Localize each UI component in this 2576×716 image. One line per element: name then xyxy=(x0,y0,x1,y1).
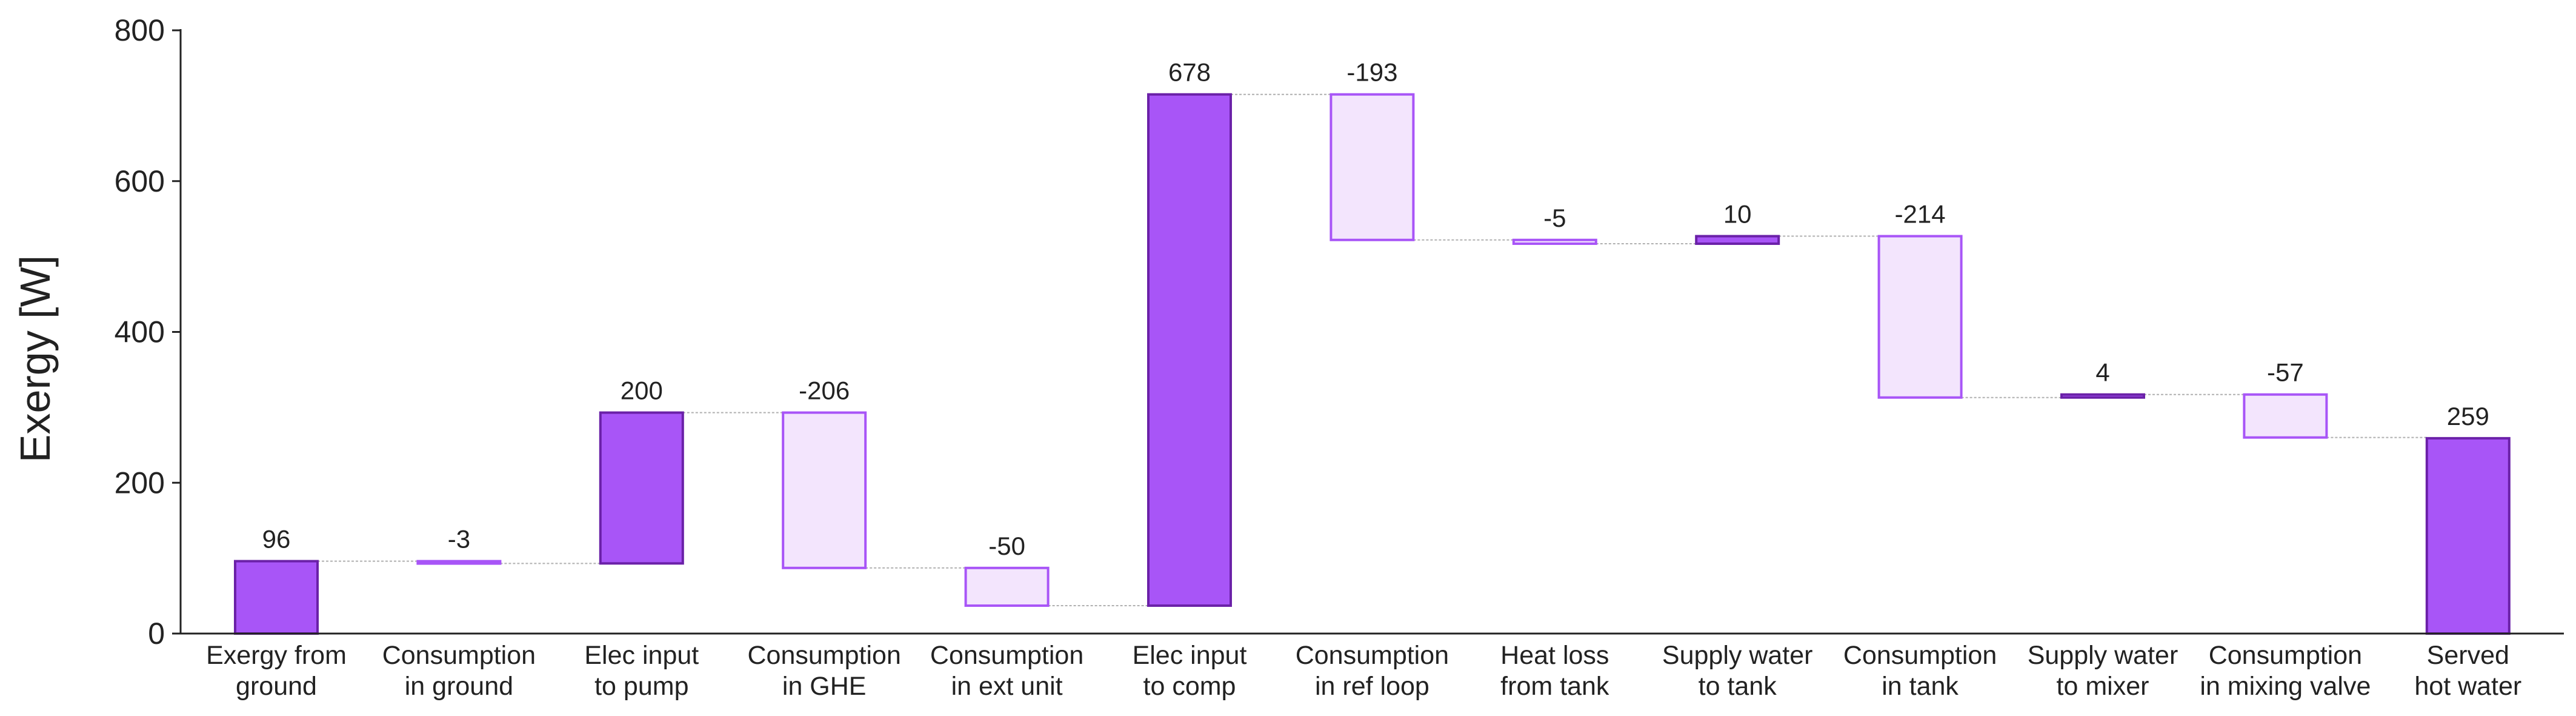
data-label-11: -57 xyxy=(2267,358,2304,387)
category-label-2-1: to pump xyxy=(594,672,688,701)
category-label-8-0: Supply water xyxy=(1662,641,1813,670)
data-label-1: -3 xyxy=(448,525,470,554)
data-label-2: 200 xyxy=(621,376,663,405)
category-label-3-0: Consumption xyxy=(748,641,901,670)
bar-1 xyxy=(416,560,502,565)
category-label-5-0: Elec input xyxy=(1133,641,1247,670)
category-label-10-0: Supply water xyxy=(2028,641,2178,670)
bar-4 xyxy=(964,566,1050,607)
bars xyxy=(234,93,2511,635)
axes: 0 200 400 600 800 xyxy=(115,13,2564,651)
category-label-0-1: ground xyxy=(236,672,317,701)
bar-3 xyxy=(782,411,867,569)
category-label-3-1: in GHE xyxy=(782,672,867,701)
bar-9 xyxy=(1877,235,1963,399)
y-tick-label-4: 800 xyxy=(115,13,165,47)
category-label-7-1: from tank xyxy=(1500,672,1609,701)
y-axis-label: Exergy [W] xyxy=(12,255,59,463)
bar-7 xyxy=(1512,238,1597,245)
bar-8 xyxy=(1695,235,1780,245)
bar-6 xyxy=(1330,93,1415,241)
data-label-8: 10 xyxy=(1723,200,1752,229)
category-label-4-1: in ext unit xyxy=(951,672,1063,701)
data-label-0: 96 xyxy=(262,525,291,554)
data-labels: 96 -3 200 -206 -50 678 -193 -5 10 -214 4 -57 259 xyxy=(262,58,2489,560)
y-tick-label-2: 400 xyxy=(115,315,165,349)
category-label-4-0: Consumption xyxy=(930,641,1083,670)
data-label-9: -214 xyxy=(1895,200,1946,229)
category-label-11-1: in mixing valve xyxy=(2200,672,2371,701)
category-label-9-1: in tank xyxy=(1882,672,1959,701)
data-label-4: -50 xyxy=(988,532,1025,560)
bar-10 xyxy=(2060,393,2145,399)
category-label-11-0: Consumption xyxy=(2209,641,2362,670)
data-label-12: 259 xyxy=(2447,402,2489,430)
data-label-5: 678 xyxy=(1168,58,1211,87)
category-label-1-1: in ground xyxy=(405,672,513,701)
data-label-7: -5 xyxy=(1543,204,1566,232)
category-label-10-1: to mixer xyxy=(2057,672,2149,701)
data-label-6: -193 xyxy=(1346,58,1397,87)
bar-0 xyxy=(234,560,319,635)
y-tick-label-1: 200 xyxy=(115,466,165,500)
y-tick-label-3: 600 xyxy=(115,164,165,198)
category-label-6-1: in ref loop xyxy=(1315,672,1429,701)
category-label-9-0: Consumption xyxy=(1843,641,1997,670)
category-label-5-1: to comp xyxy=(1143,672,1236,701)
bar-2 xyxy=(599,411,684,565)
category-label-12-1: hot water xyxy=(2414,672,2521,701)
category-label-0-0: Exergy from xyxy=(206,641,347,670)
bar-11 xyxy=(2243,393,2328,439)
y-tick-label-0: 0 xyxy=(148,617,165,651)
bar-12 xyxy=(2425,437,2511,635)
category-label-2-0: Elec input xyxy=(584,641,699,670)
category-label-7-0: Heat loss xyxy=(1500,641,1609,670)
data-label-3: -206 xyxy=(799,376,850,405)
category-label-1-0: Consumption xyxy=(382,641,536,670)
category-label-6-0: Consumption xyxy=(1296,641,1449,670)
bar-5 xyxy=(1147,93,1232,607)
category-label-12-0: Served xyxy=(2427,641,2509,670)
category-label-8-1: to tank xyxy=(1699,672,1777,701)
data-label-10: 4 xyxy=(2095,358,2109,387)
